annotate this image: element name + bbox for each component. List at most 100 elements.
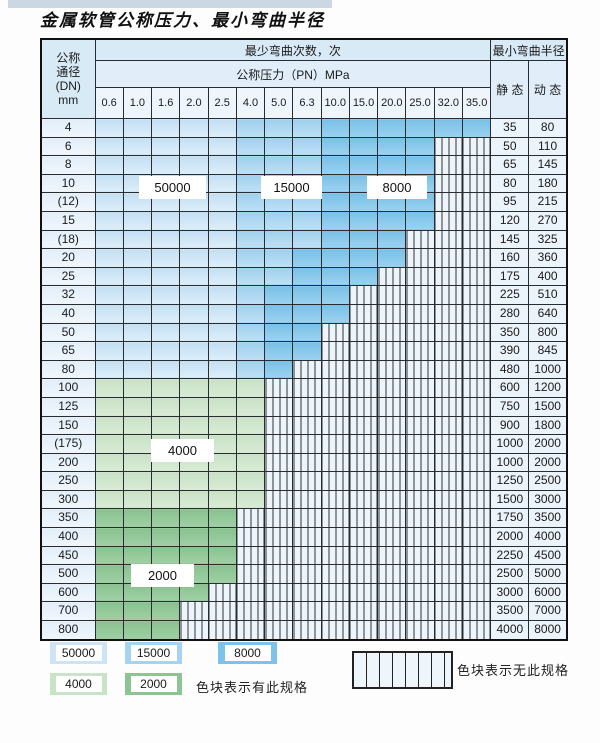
spec-cell bbox=[320, 210, 350, 231]
spec-cell bbox=[122, 489, 153, 510]
dn-header-line1: 公称 bbox=[56, 51, 81, 65]
spec-cell bbox=[179, 266, 209, 287]
spec-cell bbox=[377, 210, 407, 231]
static-radius-cell: 600 bbox=[490, 378, 530, 398]
no-spec-cell bbox=[433, 620, 463, 641]
spec-cell bbox=[94, 173, 124, 194]
spec-cell bbox=[264, 136, 294, 157]
spec-cell bbox=[348, 210, 379, 231]
spec-cell bbox=[235, 415, 266, 436]
no-spec-cell bbox=[377, 322, 407, 343]
dynamic-radius-cell: 510 bbox=[528, 285, 568, 305]
spec-cell bbox=[179, 136, 209, 157]
no-spec-cell bbox=[292, 582, 322, 603]
spec-cell bbox=[320, 229, 350, 250]
no-spec-cell bbox=[264, 545, 294, 566]
no-spec-cell bbox=[292, 396, 322, 417]
table-row: 8 65 145 bbox=[40, 155, 568, 175]
legend-swatch-8000: 8000 bbox=[218, 642, 277, 664]
no-spec-cell bbox=[461, 341, 492, 361]
spec-cell bbox=[377, 229, 407, 250]
no-spec-cell bbox=[264, 564, 294, 584]
no-spec-cell bbox=[461, 322, 492, 343]
no-spec-cell bbox=[320, 582, 350, 603]
spec-cell bbox=[122, 601, 153, 622]
pressure-col-header: 5.0 bbox=[264, 87, 294, 119]
spec-cell bbox=[207, 341, 237, 361]
no-spec-cell bbox=[433, 155, 463, 175]
spec-cell bbox=[179, 471, 209, 491]
spec-cell bbox=[264, 359, 294, 380]
spec-cell bbox=[207, 266, 237, 287]
static-radius-cell: 35 bbox=[490, 118, 530, 138]
spec-cell bbox=[235, 489, 266, 510]
spec-cell bbox=[264, 248, 294, 268]
spec-cell bbox=[235, 229, 266, 250]
no-spec-cell bbox=[377, 266, 407, 287]
spec-cell bbox=[207, 248, 237, 268]
spec-cell bbox=[122, 248, 153, 268]
spec-cell bbox=[235, 322, 266, 343]
spec-cell bbox=[235, 378, 266, 398]
spec-cell bbox=[94, 452, 124, 473]
dn-header-line4: mm bbox=[58, 93, 79, 107]
spec-cell bbox=[264, 266, 294, 287]
spec-table: 公称 通径 (DN) mm 最少弯曲次数，次 最小弯曲半径 公称压力（PN）MP… bbox=[40, 38, 568, 641]
spec-cell bbox=[235, 136, 266, 157]
spec-cell bbox=[207, 415, 237, 436]
static-radius-cell: 160 bbox=[490, 248, 530, 268]
static-radius-cell: 95 bbox=[490, 192, 530, 212]
dn-cell: 450 bbox=[40, 545, 96, 566]
no-spec-cell bbox=[235, 620, 266, 641]
spec-cell bbox=[179, 545, 209, 566]
dn-cell: 100 bbox=[40, 378, 96, 398]
static-radius-cell: 1250 bbox=[490, 471, 530, 491]
spec-cell bbox=[151, 210, 181, 231]
static-radius-cell: 1750 bbox=[490, 508, 530, 529]
spec-cell bbox=[94, 415, 124, 436]
no-spec-cell bbox=[461, 601, 492, 622]
dn-cell: 300 bbox=[40, 489, 96, 510]
spec-cell bbox=[235, 303, 266, 324]
no-spec-cell bbox=[461, 415, 492, 436]
no-spec-cell bbox=[320, 452, 350, 473]
band-label-2000: 2000 bbox=[131, 564, 194, 587]
spec-cell bbox=[122, 434, 153, 454]
spec-cell bbox=[264, 303, 294, 324]
dn-cell: 10 bbox=[40, 173, 96, 194]
spec-cell bbox=[94, 303, 124, 324]
no-spec-cell bbox=[207, 620, 237, 641]
no-spec-cell bbox=[348, 620, 379, 641]
dynamic-radius-cell: 110 bbox=[528, 136, 568, 157]
spec-cell bbox=[122, 545, 153, 566]
pressure-col-header: 10.0 bbox=[320, 87, 350, 119]
no-spec-cell bbox=[433, 248, 463, 268]
no-spec-cell bbox=[264, 396, 294, 417]
dn-cell: 800 bbox=[40, 620, 96, 641]
spec-cell bbox=[235, 341, 266, 361]
spec-cell bbox=[405, 155, 435, 175]
table-row: 150 900 1800 bbox=[40, 415, 568, 436]
spec-cell bbox=[94, 266, 124, 287]
static-radius-cell: 2000 bbox=[490, 527, 530, 547]
spec-cell bbox=[94, 378, 124, 398]
no-spec-cell bbox=[348, 452, 379, 473]
radius-header: 最小弯曲半径 bbox=[490, 38, 568, 61]
no-spec-cell bbox=[377, 601, 407, 622]
no-spec-cell bbox=[377, 489, 407, 510]
no-spec-cell bbox=[405, 564, 435, 584]
no-spec-cell bbox=[235, 564, 266, 584]
legend-swatch-4000: 4000 bbox=[50, 673, 107, 695]
no-spec-cell bbox=[348, 545, 379, 566]
no-spec-cell bbox=[292, 378, 322, 398]
no-spec-cell bbox=[405, 378, 435, 398]
no-spec-cell bbox=[377, 285, 407, 305]
no-spec-cell bbox=[405, 229, 435, 250]
dn-cell: 15 bbox=[40, 210, 96, 231]
table-row: 20 160 360 bbox=[40, 248, 568, 268]
spec-cell bbox=[94, 192, 124, 212]
spec-cell bbox=[405, 136, 435, 157]
static-radius-cell: 4000 bbox=[490, 620, 530, 641]
no-spec-cell bbox=[320, 620, 350, 641]
no-spec-cell bbox=[377, 341, 407, 361]
